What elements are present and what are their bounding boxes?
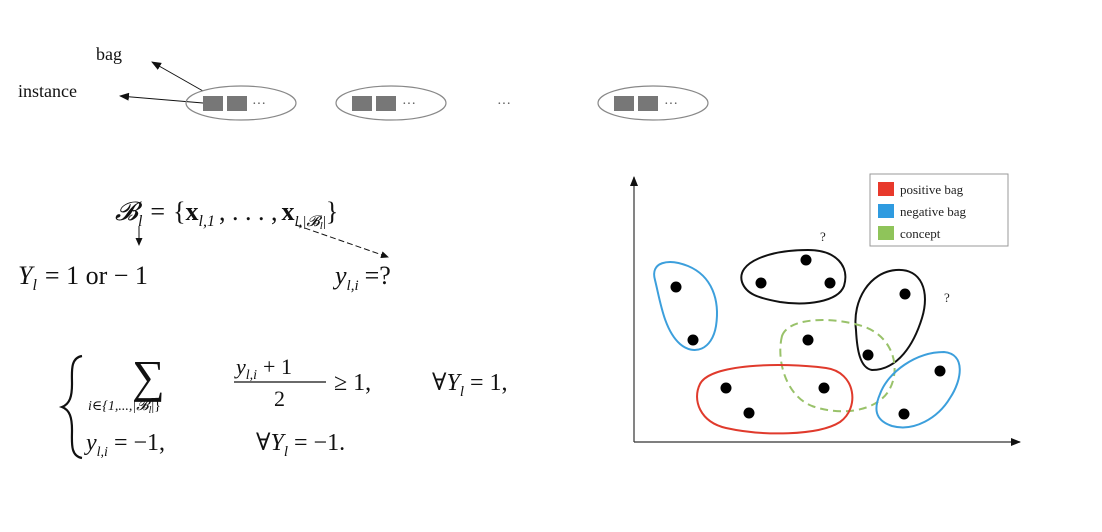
instance-point bbox=[898, 408, 910, 420]
unknown-bag-top bbox=[740, 248, 847, 305]
bag-definition-formula: 𝓑l = {xl,1, . . . , xl,|𝓑l|} bbox=[115, 197, 338, 232]
svg-text:𝓑l={xl,1, . . . ,xl,|𝓑l|}: 𝓑l = {xl,1, . . . , xl,|𝓑l|} bbox=[115, 197, 338, 232]
fraction-numerator: yl,i + 1 bbox=[234, 354, 292, 383]
ellipsis-text: ··· bbox=[402, 97, 416, 112]
instance-point bbox=[802, 334, 814, 346]
instance-point bbox=[824, 277, 836, 289]
instance-arrow bbox=[119, 92, 204, 104]
constraint-formula: ∑ i∈{1,...,|𝓑l|} yl,i + 1 2 ≥ 1, ∀Yl = 1, … bbox=[58, 351, 508, 460]
left-brace bbox=[58, 354, 83, 460]
instance-point bbox=[687, 334, 699, 346]
legend-swatch-negative bbox=[878, 204, 894, 218]
bag-label-formula: Yl = 1 or − 1 bbox=[18, 261, 148, 294]
unknown-bag-right bbox=[854, 268, 926, 372]
feature-space-plot: positive bag negative bag concept bbox=[630, 173, 1021, 446]
bags-ellipsis: ··· bbox=[497, 97, 511, 112]
bag-label: bag bbox=[96, 44, 122, 64]
instance-point bbox=[862, 349, 874, 361]
instance-point bbox=[720, 382, 732, 394]
instance-label-formula: yl,i =? bbox=[332, 261, 391, 294]
fraction-denominator: 2 bbox=[274, 386, 285, 411]
bag-ellipse-1: ··· bbox=[185, 85, 297, 121]
negative-bag-left bbox=[653, 261, 718, 351]
instance-point bbox=[755, 277, 767, 289]
instance-square bbox=[614, 96, 634, 111]
instance-square bbox=[227, 96, 247, 111]
instance-label: instance bbox=[18, 81, 77, 101]
instance-square bbox=[376, 96, 396, 111]
question-mark-top: ? bbox=[820, 229, 826, 244]
bag-ellipse-3: ··· bbox=[597, 85, 709, 121]
constraint-line-2: yl,i = −1, bbox=[84, 430, 165, 460]
legend: positive bag negative bag concept bbox=[869, 173, 1009, 247]
instance-square bbox=[352, 96, 372, 111]
legend-swatch-positive bbox=[878, 182, 894, 196]
positive-bag bbox=[696, 364, 854, 435]
ellipsis-text: ··· bbox=[252, 97, 266, 112]
sum-index: i∈{1,...,|𝓑l|} bbox=[88, 399, 161, 416]
bag-arrow bbox=[151, 61, 204, 92]
forall-negative: ∀Yl = −1. bbox=[256, 430, 345, 460]
instance-point bbox=[899, 288, 911, 300]
legend-label-positive: positive bag bbox=[900, 182, 964, 197]
instance-point bbox=[670, 281, 682, 293]
legend-label-negative: negative bag bbox=[900, 204, 967, 219]
ellipsis-text: ··· bbox=[664, 97, 678, 112]
bag-ellipse-2: ··· bbox=[335, 85, 447, 121]
instance-point bbox=[800, 254, 812, 266]
concept-region bbox=[779, 319, 896, 413]
legend-swatch-concept bbox=[878, 226, 894, 240]
legend-label-concept: concept bbox=[900, 226, 941, 241]
instance-square bbox=[203, 96, 223, 111]
inequality: ≥ 1, bbox=[334, 370, 371, 396]
sum-symbol: ∑ bbox=[132, 351, 165, 402]
instance-point bbox=[743, 407, 755, 419]
instance-point bbox=[934, 365, 946, 377]
negative-bag-right bbox=[875, 350, 961, 429]
instance-point bbox=[818, 382, 830, 394]
instance-label-arrow bbox=[295, 224, 389, 259]
question-mark-right: ? bbox=[944, 290, 950, 305]
forall-positive: ∀Yl = 1, bbox=[432, 370, 508, 400]
instance-square bbox=[638, 96, 658, 111]
